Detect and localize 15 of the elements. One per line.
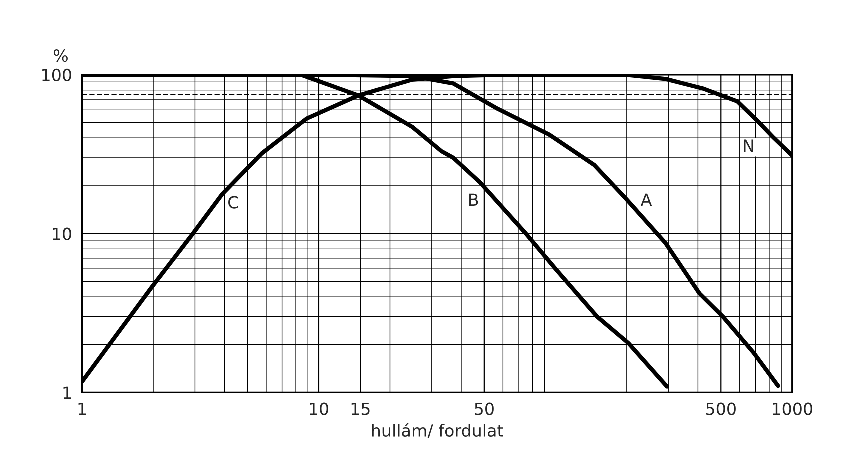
x-tick-label: 500 <box>706 402 736 416</box>
x-tick-label: 1000 <box>773 402 812 416</box>
x-tick-label: 10 <box>310 402 328 416</box>
x-tick-label: 15 <box>352 402 370 416</box>
annotation: C <box>228 196 238 209</box>
annotation: B <box>470 194 478 206</box>
x-axis-title: hullám/ fordulat <box>372 423 504 438</box>
y-tick-label: 100 <box>42 68 72 82</box>
annotation: A <box>640 194 652 206</box>
y-tick-label: 1 <box>64 386 72 400</box>
x-tick-label: 50 <box>475 402 494 416</box>
y-axis-title: % <box>54 50 68 62</box>
annotation: N <box>744 140 754 152</box>
y-tick-label: 10 <box>53 228 72 240</box>
x-tick-label: 1 <box>78 402 86 416</box>
